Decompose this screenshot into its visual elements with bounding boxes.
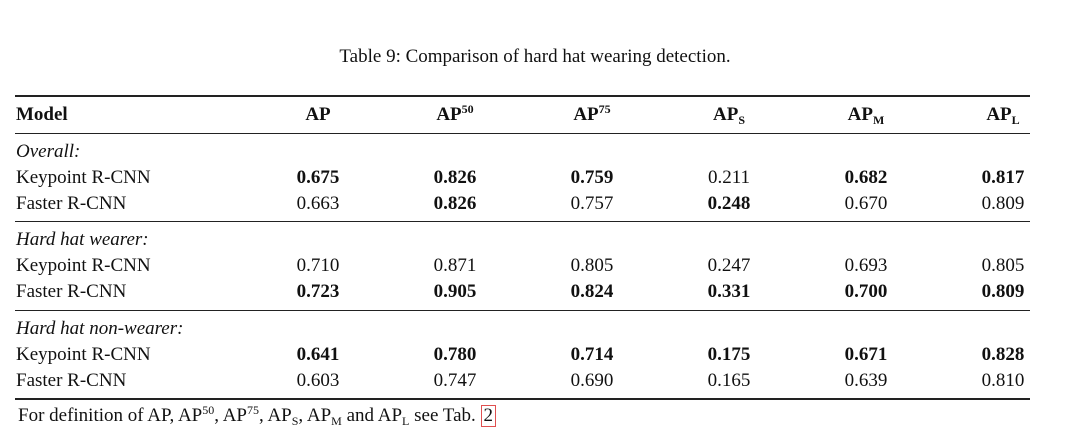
- table-row: Faster R-CNN 0.723 0.905 0.824 0.331 0.700 0.8…: [0, 279, 1080, 305]
- table-reference-link[interactable]: 2: [480, 405, 497, 427]
- metric-value: 0.824: [570, 281, 614, 302]
- metric-value: 0.603: [296, 370, 340, 391]
- table-row: Faster R-CNN 0.663 0.826 0.757 0.248 0.670 0.8…: [0, 191, 1080, 217]
- model-name: Keypoint R-CNN: [16, 255, 151, 276]
- header-ap75: AP75: [573, 102, 611, 125]
- section-title: Hard hat wearer:: [16, 229, 149, 250]
- model-name: Keypoint R-CNN: [16, 344, 151, 365]
- table-row: Keypoint R-CNN 0.675 0.826 0.759 0.211 0.682 0…: [0, 165, 1080, 191]
- header-apm: APM: [847, 104, 885, 127]
- model-name: Faster R-CNN: [16, 370, 127, 391]
- metric-value: 0.810: [981, 370, 1025, 391]
- section-title: Hard hat non-wearer:: [16, 318, 184, 339]
- metric-value: 0.670: [844, 193, 888, 214]
- metric-value: 0.805: [981, 255, 1025, 276]
- metric-value: 0.663: [296, 193, 340, 214]
- metric-value: 0.757: [570, 193, 614, 214]
- metric-value: 0.714: [570, 344, 614, 365]
- metric-value: 0.759: [570, 167, 614, 188]
- metric-value: 0.710: [296, 255, 340, 276]
- metric-value: 0.723: [296, 281, 340, 302]
- table-row: Keypoint R-CNN 0.710 0.871 0.805 0.247 0.693 0…: [0, 253, 1080, 279]
- metric-value: 0.211: [707, 167, 751, 188]
- metric-value: 0.747: [433, 370, 477, 391]
- metric-value: 0.780: [433, 344, 477, 365]
- metric-value: 0.826: [433, 167, 477, 188]
- header-ap: AP: [305, 104, 331, 125]
- metric-value: 0.690: [570, 370, 614, 391]
- metric-value: 0.247: [707, 255, 751, 276]
- header-apl: APL: [986, 104, 1020, 127]
- section-title-row: Hard hat non-wearer:: [0, 316, 1080, 342]
- metric-value: 0.639: [844, 370, 888, 391]
- table-row: Faster R-CNN 0.603 0.747 0.690 0.165 0.639 0.8…: [0, 368, 1080, 394]
- header-rule: [15, 133, 1030, 134]
- metric-value: 0.693: [844, 255, 888, 276]
- table-footnote: For definition of AP, AP50, AP75, APS, A…: [18, 404, 497, 427]
- bottom-rule: [15, 398, 1030, 400]
- metric-value: 0.826: [433, 193, 477, 214]
- metric-value: 0.828: [981, 344, 1025, 365]
- model-name: Faster R-CNN: [16, 281, 127, 302]
- metric-value: 0.331: [707, 281, 751, 302]
- header-model: Model: [16, 104, 68, 125]
- metric-value: 0.805: [570, 255, 614, 276]
- metric-value: 0.671: [844, 344, 888, 365]
- metric-value: 0.682: [844, 167, 888, 188]
- header-aps: APS: [712, 104, 746, 127]
- section-title: Overall:: [16, 141, 81, 162]
- metric-value: 0.905: [433, 281, 477, 302]
- metric-value: 0.641: [296, 344, 340, 365]
- metric-value: 0.248: [707, 193, 751, 214]
- metric-value: 0.700: [844, 281, 888, 302]
- metric-value: 0.809: [981, 281, 1025, 302]
- model-name: Faster R-CNN: [16, 193, 127, 214]
- table-row: Keypoint R-CNN 0.641 0.780 0.714 0.175 0.671 0…: [0, 342, 1080, 368]
- header-row: Model AP AP50 AP75 APS APM APL: [0, 102, 1080, 128]
- section-rule: [15, 221, 1030, 222]
- section-title-row: Hard hat wearer:: [0, 227, 1080, 253]
- metric-value: 0.817: [981, 167, 1025, 188]
- metric-value: 0.871: [433, 255, 477, 276]
- table-caption: Table 9: Comparison of hard hat wearing …: [339, 46, 731, 67]
- header-ap50: AP50: [436, 102, 474, 125]
- model-name: Keypoint R-CNN: [16, 167, 151, 188]
- metric-value: 0.175: [707, 344, 751, 365]
- metric-value: 0.675: [296, 167, 340, 188]
- section-title-row: Overall:: [0, 139, 1080, 165]
- section-rule: [15, 310, 1030, 311]
- top-rule: [15, 95, 1030, 97]
- metric-value: 0.165: [707, 370, 751, 391]
- metric-value: 0.809: [981, 193, 1025, 214]
